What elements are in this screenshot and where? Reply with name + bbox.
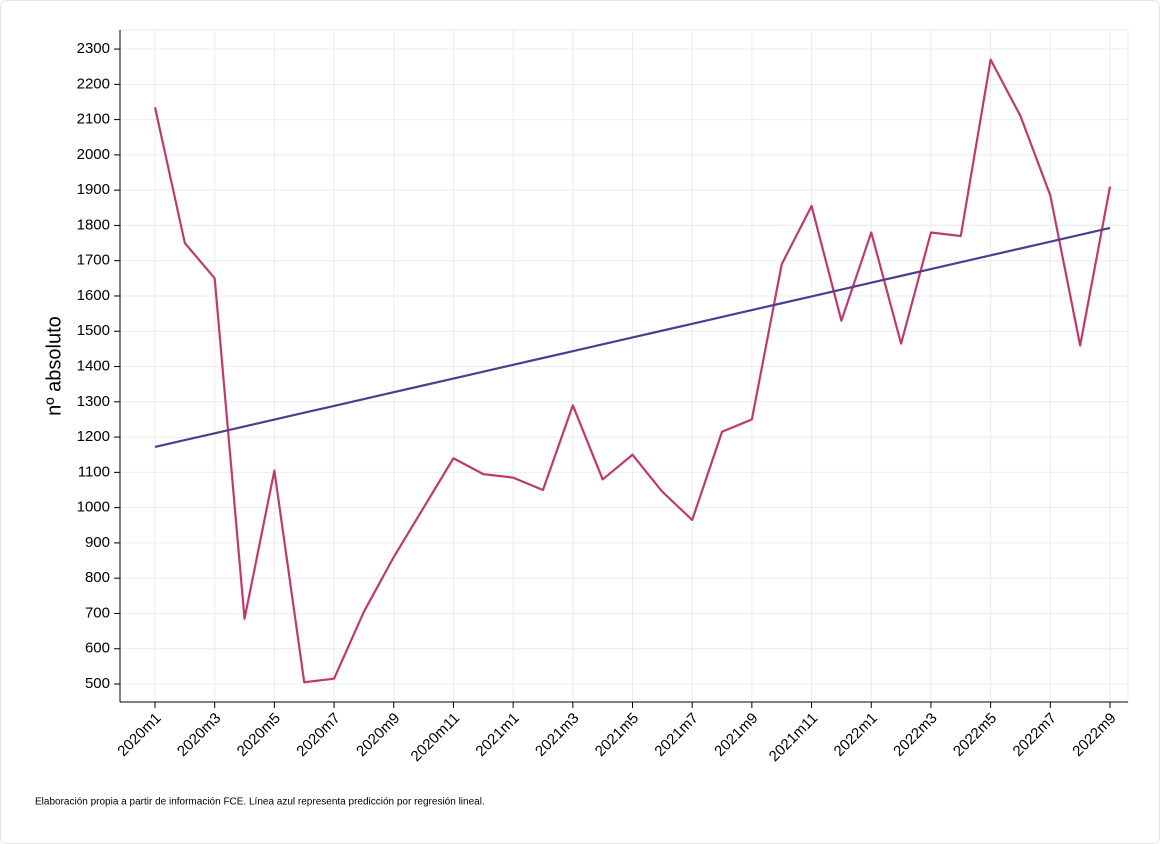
y-tick-label: 1700 bbox=[77, 252, 110, 269]
y-tick-label: 1300 bbox=[77, 393, 110, 410]
series-line bbox=[154, 226, 1111, 449]
footnote: Elaboración propia a partir de informaci… bbox=[35, 797, 485, 808]
y-tick-label: 800 bbox=[85, 569, 110, 586]
y-tick-label: 1400 bbox=[77, 357, 110, 374]
series-line bbox=[153, 58, 1112, 684]
y-tick-label: 600 bbox=[85, 640, 110, 657]
y-tick-label: 500 bbox=[85, 675, 110, 692]
y-tick-label: 2300 bbox=[77, 40, 110, 57]
y-tick-label: 1800 bbox=[77, 216, 110, 233]
y-tick-label: 700 bbox=[85, 604, 110, 621]
y-tick-label: 1000 bbox=[77, 499, 110, 516]
y-axis-label: nº absoluto bbox=[43, 316, 65, 416]
y-tick-label: 1500 bbox=[77, 322, 110, 339]
y-tick-label: 1100 bbox=[78, 463, 110, 480]
plot-area bbox=[119, 29, 1129, 703]
y-tick-label: 1200 bbox=[77, 428, 110, 445]
y-tick-label: 2100 bbox=[77, 111, 110, 128]
y-tick-label: 1900 bbox=[77, 181, 110, 198]
y-tick-label: 1600 bbox=[77, 287, 110, 304]
y-tick-label: 900 bbox=[85, 534, 110, 551]
y-tick-label: 2000 bbox=[77, 146, 110, 163]
y-tick-label: 2200 bbox=[77, 75, 110, 92]
